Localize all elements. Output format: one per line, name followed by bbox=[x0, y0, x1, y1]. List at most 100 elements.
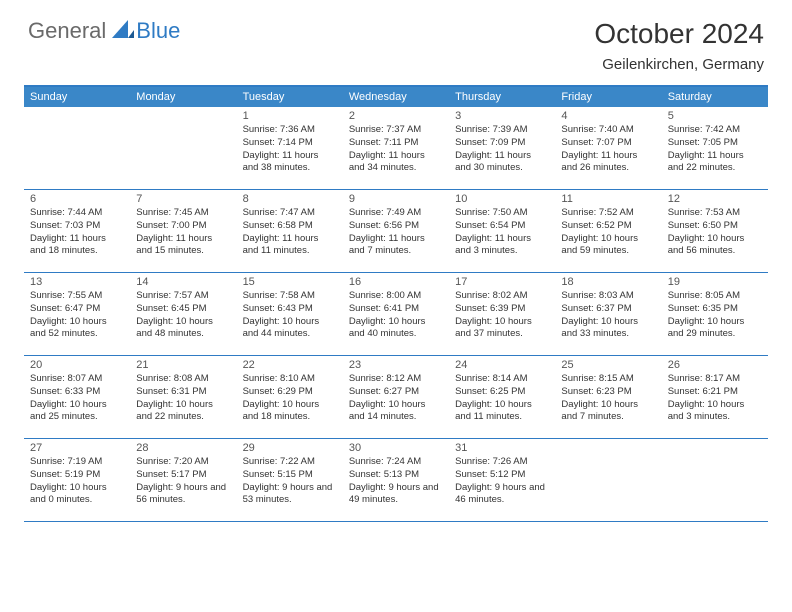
day-number: 8 bbox=[243, 193, 337, 205]
day-of-week-header: Sunday bbox=[24, 87, 130, 107]
sunrise-line: Sunrise: 7:37 AM bbox=[349, 124, 443, 137]
sunset-line: Sunset: 6:35 PM bbox=[668, 303, 762, 316]
daylight-line: Daylight: 10 hours and 59 minutes. bbox=[561, 233, 655, 259]
calendar-day-cell: 22Sunrise: 8:10 AMSunset: 6:29 PMDayligh… bbox=[237, 356, 343, 438]
sunrise-line: Sunrise: 7:36 AM bbox=[243, 124, 337, 137]
day-number: 4 bbox=[561, 110, 655, 122]
calendar-week-row: 1Sunrise: 7:36 AMSunset: 7:14 PMDaylight… bbox=[24, 107, 768, 190]
day-number: 7 bbox=[136, 193, 230, 205]
day-number: 16 bbox=[349, 276, 443, 288]
sunrise-line: Sunrise: 7:45 AM bbox=[136, 207, 230, 220]
sunset-line: Sunset: 6:23 PM bbox=[561, 386, 655, 399]
day-number: 5 bbox=[668, 110, 762, 122]
sunset-line: Sunset: 6:54 PM bbox=[455, 220, 549, 233]
calendar-day-cell: 1Sunrise: 7:36 AMSunset: 7:14 PMDaylight… bbox=[237, 107, 343, 189]
daylight-line: Daylight: 10 hours and 40 minutes. bbox=[349, 316, 443, 342]
day-number: 11 bbox=[561, 193, 655, 205]
sunrise-line: Sunrise: 7:55 AM bbox=[30, 290, 124, 303]
daylight-line: Daylight: 9 hours and 49 minutes. bbox=[349, 482, 443, 508]
sunrise-line: Sunrise: 7:22 AM bbox=[243, 456, 337, 469]
calendar-week-row: 27Sunrise: 7:19 AMSunset: 5:19 PMDayligh… bbox=[24, 439, 768, 522]
calendar-grid: SundayMondayTuesdayWednesdayThursdayFrid… bbox=[24, 85, 768, 522]
daylight-line: Daylight: 10 hours and 3 minutes. bbox=[668, 399, 762, 425]
sunrise-line: Sunrise: 8:08 AM bbox=[136, 373, 230, 386]
daylight-line: Daylight: 11 hours and 34 minutes. bbox=[349, 150, 443, 176]
sunrise-line: Sunrise: 7:49 AM bbox=[349, 207, 443, 220]
sunrise-line: Sunrise: 8:02 AM bbox=[455, 290, 549, 303]
day-number: 15 bbox=[243, 276, 337, 288]
sunrise-line: Sunrise: 8:17 AM bbox=[668, 373, 762, 386]
daylight-line: Daylight: 9 hours and 56 minutes. bbox=[136, 482, 230, 508]
sunrise-line: Sunrise: 7:47 AM bbox=[243, 207, 337, 220]
sunrise-line: Sunrise: 7:19 AM bbox=[30, 456, 124, 469]
sunset-line: Sunset: 6:58 PM bbox=[243, 220, 337, 233]
calendar-day-cell: 20Sunrise: 8:07 AMSunset: 6:33 PMDayligh… bbox=[24, 356, 130, 438]
sunrise-line: Sunrise: 7:58 AM bbox=[243, 290, 337, 303]
sunrise-line: Sunrise: 7:42 AM bbox=[668, 124, 762, 137]
daylight-line: Daylight: 10 hours and 48 minutes. bbox=[136, 316, 230, 342]
sunset-line: Sunset: 7:00 PM bbox=[136, 220, 230, 233]
daylight-line: Daylight: 11 hours and 3 minutes. bbox=[455, 233, 549, 259]
sunset-line: Sunset: 6:25 PM bbox=[455, 386, 549, 399]
calendar-day-cell: 24Sunrise: 8:14 AMSunset: 6:25 PMDayligh… bbox=[449, 356, 555, 438]
sunrise-line: Sunrise: 7:52 AM bbox=[561, 207, 655, 220]
calendar-week-row: 13 Sunrise: 7:55 AMSunset: 6:47 PM Dayligh… bbox=[24, 273, 768, 356]
calendar-day-cell: 27Sunrise: 7:19 AMSunset: 5:19 PMDayligh… bbox=[24, 439, 130, 521]
sunrise-line: Sunrise: 7:50 AM bbox=[455, 207, 549, 220]
day-of-week-row: SundayMondayTuesdayWednesdayThursdayFrid… bbox=[24, 87, 768, 107]
day-number: 22 bbox=[243, 359, 337, 371]
day-number: 1 bbox=[243, 110, 337, 122]
month-title: October 2024 bbox=[594, 18, 764, 50]
day-number: 18 bbox=[561, 276, 655, 288]
daylight-line: Daylight: 11 hours and 38 minutes. bbox=[243, 150, 337, 176]
sunrise-line: Sunrise: 8:12 AM bbox=[349, 373, 443, 386]
day-number: 28 bbox=[136, 442, 230, 454]
day-number: 25 bbox=[561, 359, 655, 371]
sunset-line: Sunset: 6:47 PM bbox=[30, 303, 124, 316]
calendar-day-cell: 23Sunrise: 8:12 AMSunset: 6:27 PMDayligh… bbox=[343, 356, 449, 438]
day-number: 13 bbox=[30, 276, 124, 288]
daylight-line: Daylight: 11 hours and 22 minutes. bbox=[668, 150, 762, 176]
day-of-week-header: Saturday bbox=[662, 87, 768, 107]
daylight-line: Daylight: 9 hours and 46 minutes. bbox=[455, 482, 549, 508]
calendar-day-cell: 16Sunrise: 8:00 AMSunset: 6:41 PMDayligh… bbox=[343, 273, 449, 355]
weeks-container: 1Sunrise: 7:36 AMSunset: 7:14 PMDaylight… bbox=[24, 107, 768, 522]
brand-part1: General bbox=[28, 18, 106, 44]
daylight-line: Daylight: 11 hours and 7 minutes. bbox=[349, 233, 443, 259]
daylight-line: Daylight: 11 hours and 30 minutes. bbox=[455, 150, 549, 176]
calendar-day-cell bbox=[662, 439, 768, 521]
sunset-line: Sunset: 6:52 PM bbox=[561, 220, 655, 233]
sunset-line: Sunset: 7:05 PM bbox=[668, 137, 762, 150]
sunset-line: Sunset: 5:12 PM bbox=[455, 469, 549, 482]
day-number: 31 bbox=[455, 442, 549, 454]
calendar-week-row: 20Sunrise: 8:07 AMSunset: 6:33 PMDayligh… bbox=[24, 356, 768, 439]
day-number: 23 bbox=[349, 359, 443, 371]
sunset-line: Sunset: 7:03 PM bbox=[30, 220, 124, 233]
day-number: 9 bbox=[349, 193, 443, 205]
daylight-line: Daylight: 10 hours and 56 minutes. bbox=[668, 233, 762, 259]
calendar-day-cell: 8 Sunrise: 7:47 AMSunset: 6:58 PMDaylight… bbox=[237, 190, 343, 272]
daylight-line: Daylight: 10 hours and 0 minutes. bbox=[30, 482, 124, 508]
sunrise-line: Sunrise: 8:05 AM bbox=[668, 290, 762, 303]
calendar-day-cell: 21Sunrise: 8:08 AMSunset: 6:31 PMDayligh… bbox=[130, 356, 236, 438]
day-of-week-header: Wednesday bbox=[343, 87, 449, 107]
daylight-line: Daylight: 10 hours and 22 minutes. bbox=[136, 399, 230, 425]
sunset-line: Sunset: 6:37 PM bbox=[561, 303, 655, 316]
day-number: 30 bbox=[349, 442, 443, 454]
sunset-line: Sunset: 6:50 PM bbox=[668, 220, 762, 233]
sunrise-line: Sunrise: 7:57 AM bbox=[136, 290, 230, 303]
sunrise-line: Sunrise: 8:10 AM bbox=[243, 373, 337, 386]
daylight-line: Daylight: 10 hours and 33 minutes. bbox=[561, 316, 655, 342]
sunrise-line: Sunrise: 8:14 AM bbox=[455, 373, 549, 386]
sunset-line: Sunset: 5:17 PM bbox=[136, 469, 230, 482]
daylight-line: Daylight: 11 hours and 11 minutes. bbox=[243, 233, 337, 259]
day-number: 2 bbox=[349, 110, 443, 122]
title-block: October 2024 Geilenkirchen, Germany bbox=[594, 18, 764, 73]
sunset-line: Sunset: 7:09 PM bbox=[455, 137, 549, 150]
day-number: 6 bbox=[30, 193, 124, 205]
sunset-line: Sunset: 7:11 PM bbox=[349, 137, 443, 150]
brand-logo: General Blue bbox=[28, 18, 180, 44]
calendar-day-cell: 11 Sunrise: 7:52 AMSunset: 6:52 PMDayligh… bbox=[555, 190, 661, 272]
day-number: 19 bbox=[668, 276, 762, 288]
day-of-week-header: Friday bbox=[555, 87, 661, 107]
